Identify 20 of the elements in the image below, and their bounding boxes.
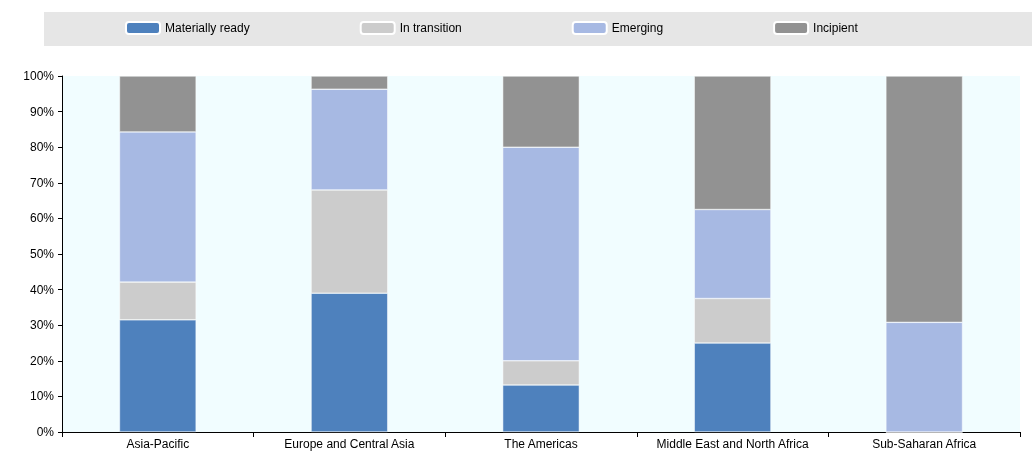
legend-label: Emerging <box>611 21 664 35</box>
x-tick-label: The Americas <box>504 437 578 451</box>
y-tick-label: 30% <box>29 318 55 333</box>
y-tick-label: 80% <box>29 140 55 155</box>
x-tick-label: Middle East and North Africa <box>656 437 809 451</box>
y-tick-label: 40% <box>29 282 55 297</box>
legend-label: Materially ready <box>165 21 250 35</box>
x-tick-label: Europe and Central Asia <box>284 437 415 451</box>
y-tick-label: 100% <box>23 69 55 83</box>
legend-label: Incipient <box>813 21 859 35</box>
y-tick-label: 60% <box>29 211 55 226</box>
y-tick-label: 0% <box>36 425 55 439</box>
y-tick-label: 70% <box>29 175 55 190</box>
legend-label: In transition <box>399 21 462 35</box>
y-tick-label: 50% <box>29 247 55 261</box>
y-tick-label: 20% <box>29 353 55 368</box>
y-tick-label: 10% <box>29 389 55 404</box>
y-tick-label: 90% <box>29 104 55 119</box>
x-tick-label: Asia-Pacific <box>126 437 190 451</box>
x-tick-label: Sub-Saharan Africa <box>872 437 977 451</box>
